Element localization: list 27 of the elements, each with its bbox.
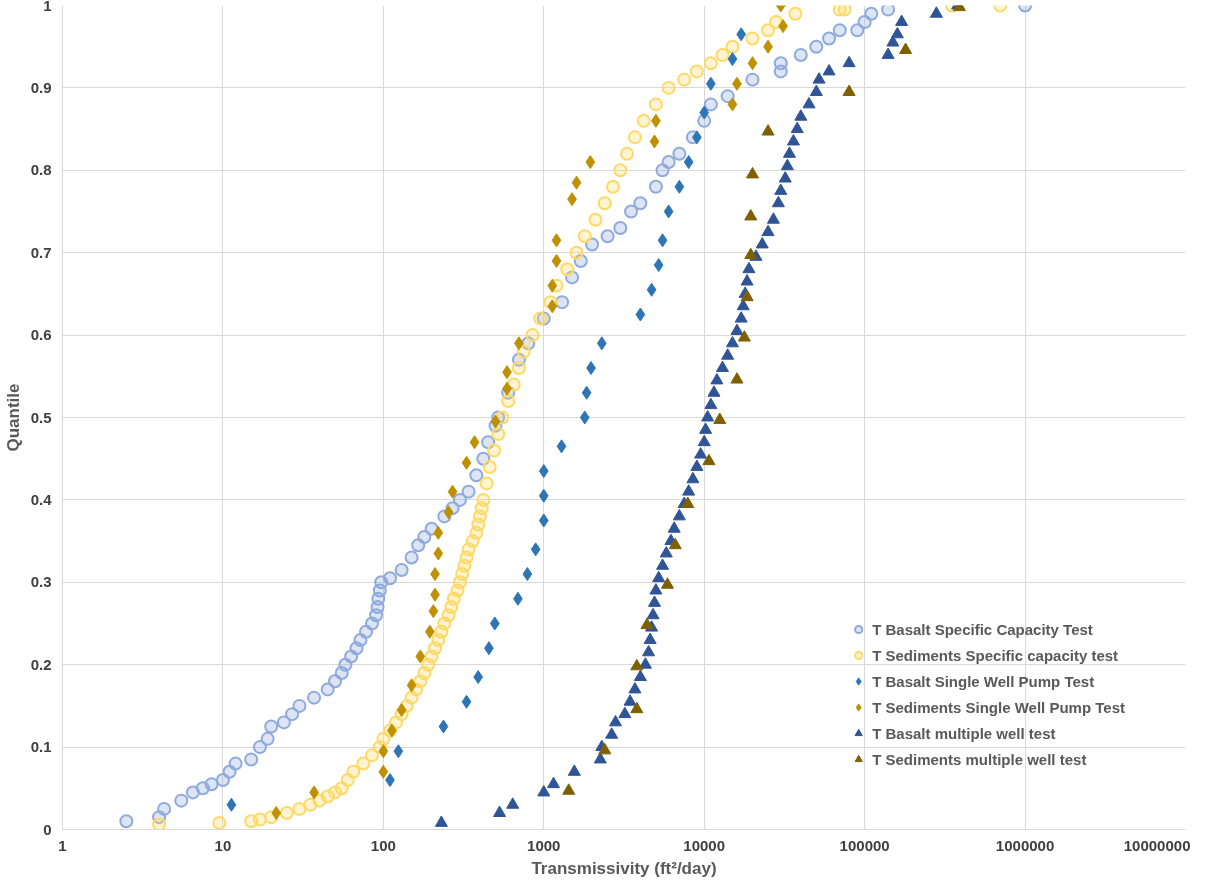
x-axis-title: Transmissivity (ft²/day) [531,858,717,878]
x-tick-label: 100 [370,836,396,854]
legend-label: T Basalt multiple well test [872,724,1056,742]
y-tick-label: 0 [43,820,52,838]
y-tick-label: 0.2 [30,655,52,673]
x-tick-label: 1000 [527,836,561,854]
legend-label: T Sediments Specific capacity test [872,646,1119,664]
y-tick-label: 0.3 [30,573,52,591]
y-tick-label: 0.4 [30,490,53,508]
y-tick-label: 0.6 [30,326,52,344]
legend-label: T Basalt Single Well Pump Test [872,672,1095,690]
legend-label: T Basalt Specific Capacity Test [872,620,1093,638]
legend-label: T Sediments Single Well Pump Test [872,698,1125,716]
x-tick-label: 1000000 [995,836,1055,854]
y-tick-label: 0.5 [30,408,52,426]
x-tick-label: 10000000 [1123,836,1191,854]
y-axis-title: Quantile [3,383,23,452]
x-tick-label: 1 [58,836,67,854]
y-tick-label: 0.1 [30,738,52,756]
x-tick-label: 10000 [683,836,726,854]
x-tick-label: 10 [214,836,232,854]
x-tick-label: 100000 [839,836,890,854]
legend-label: T Sediments multiple well test [872,750,1087,768]
y-tick-label: 0.9 [30,78,52,96]
y-tick-label: 0.8 [30,161,52,179]
y-tick-label: 1 [43,0,52,14]
y-tick-label: 0.7 [30,243,52,261]
